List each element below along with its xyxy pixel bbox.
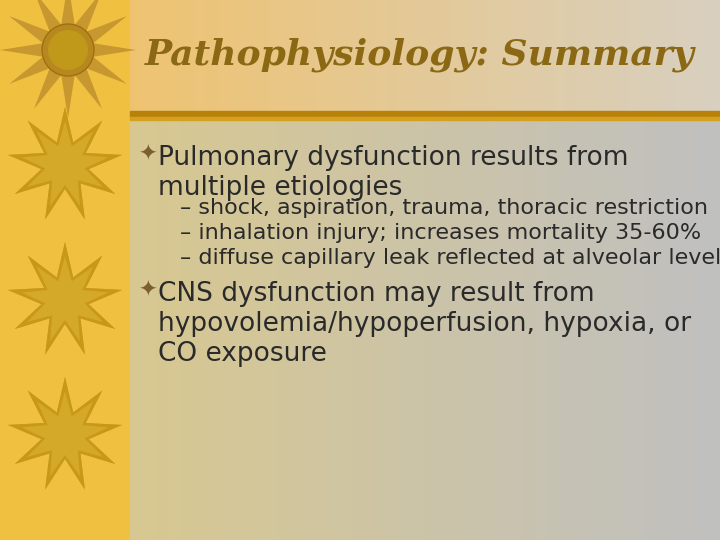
Text: hypovolemia/hypoperfusion, hypoxia, or: hypovolemia/hypoperfusion, hypoxia, or	[158, 311, 691, 337]
Text: CO exposure: CO exposure	[158, 341, 327, 367]
Polygon shape	[8, 242, 122, 354]
Polygon shape	[22, 256, 108, 341]
Polygon shape	[8, 107, 122, 219]
Circle shape	[48, 30, 88, 70]
Text: – inhalation injury; increases mortality 35-60%: – inhalation injury; increases mortality…	[180, 223, 701, 243]
Polygon shape	[22, 391, 108, 476]
Bar	[0, 0, 130, 540]
Polygon shape	[0, 0, 136, 118]
Text: ✦: ✦	[138, 281, 157, 301]
Text: – diffuse capillary leak reflected at alveolar level: – diffuse capillary leak reflected at al…	[180, 248, 720, 268]
Text: – shock, aspiration, trauma, thoracic restriction: – shock, aspiration, trauma, thoracic re…	[180, 198, 708, 218]
Polygon shape	[8, 377, 122, 489]
Circle shape	[42, 24, 94, 76]
Text: Pathophysiology: Summary: Pathophysiology: Summary	[145, 38, 695, 72]
Polygon shape	[8, 107, 122, 219]
Polygon shape	[8, 377, 122, 489]
Text: Pulmonary dysfunction results from: Pulmonary dysfunction results from	[158, 145, 629, 171]
Text: ✦: ✦	[138, 145, 157, 165]
Polygon shape	[8, 242, 122, 354]
Text: CNS dysfunction may result from: CNS dysfunction may result from	[158, 281, 595, 307]
Polygon shape	[22, 121, 108, 206]
Text: multiple etiologies: multiple etiologies	[158, 175, 402, 201]
